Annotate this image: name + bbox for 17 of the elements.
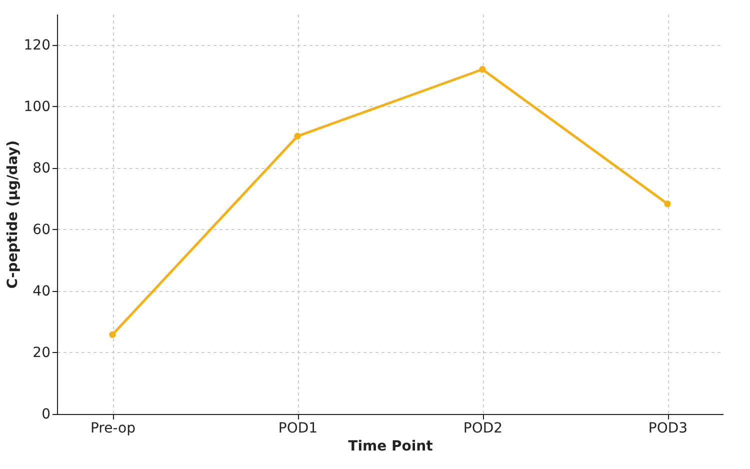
y-tick-label: 60 [32,222,50,238]
y-tick-label: 120 [24,37,50,54]
point [294,132,301,140]
y-axis-title: C-peptide (µg/day) [4,140,21,289]
y-tick-label: 20 [32,344,50,361]
point [479,66,486,73]
x-tick-label: POD2 [463,420,503,436]
y-tick-label: 80 [32,160,50,176]
x-tick-label: POD1 [278,420,318,436]
y-tick-label: 100 [24,98,50,115]
point [664,200,671,208]
y-tick-label: 40 [32,283,50,300]
point [109,331,116,338]
x-tick-label: Pre-op [90,420,136,436]
x-tick-label: POD3 [648,420,688,436]
y-tick-label: 0 [42,406,50,422]
x-axis-title: Time Point [348,438,434,454]
